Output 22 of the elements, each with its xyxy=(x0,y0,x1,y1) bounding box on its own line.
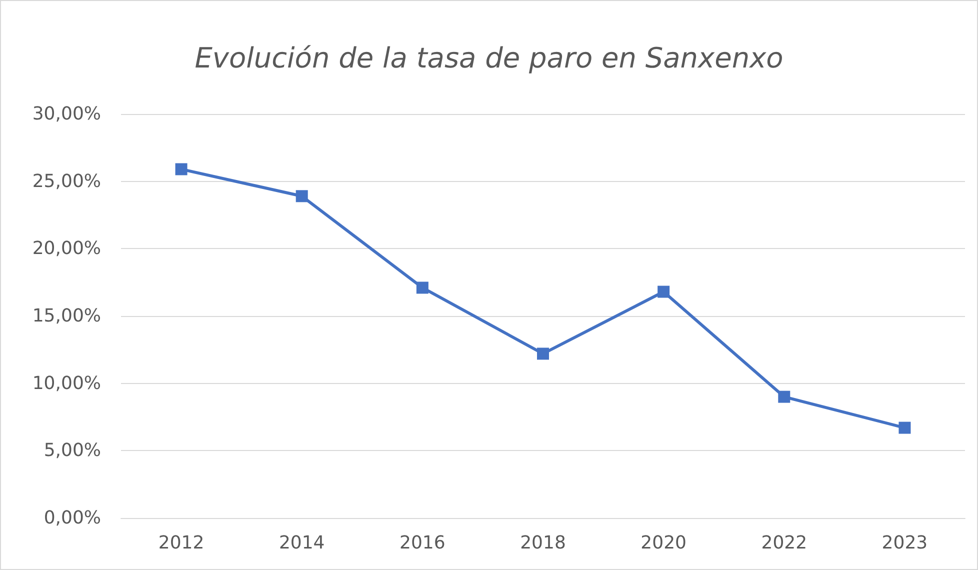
x-tick-label: 2012 xyxy=(158,532,204,554)
x-tick-label: 2023 xyxy=(882,532,928,554)
point xyxy=(658,286,670,298)
x-tick-label: 2016 xyxy=(400,532,446,554)
x-tick-label: 2018 xyxy=(520,532,566,554)
point xyxy=(416,282,428,294)
point xyxy=(898,422,911,434)
point xyxy=(296,190,308,202)
y-tick-label: 25,00% xyxy=(32,170,101,192)
point xyxy=(175,163,188,176)
y-tick-label: 5,00% xyxy=(44,440,101,462)
x-tick-label: 2014 xyxy=(278,532,325,554)
x-tick-label: 2020 xyxy=(640,532,686,554)
chart-title: Evolución de la tasa de paro en Sanxenxo xyxy=(194,42,784,74)
point xyxy=(537,348,549,360)
y-tick-label: 20,00% xyxy=(32,238,101,260)
point xyxy=(778,390,790,403)
y-tick-label: 15,00% xyxy=(32,306,101,326)
y-tick-label: 0,00% xyxy=(44,508,101,528)
y-tick-label: 30,00% xyxy=(32,104,101,124)
y-tick-label: 10,00% xyxy=(32,372,101,394)
x-tick-label: 2022 xyxy=(761,532,808,554)
